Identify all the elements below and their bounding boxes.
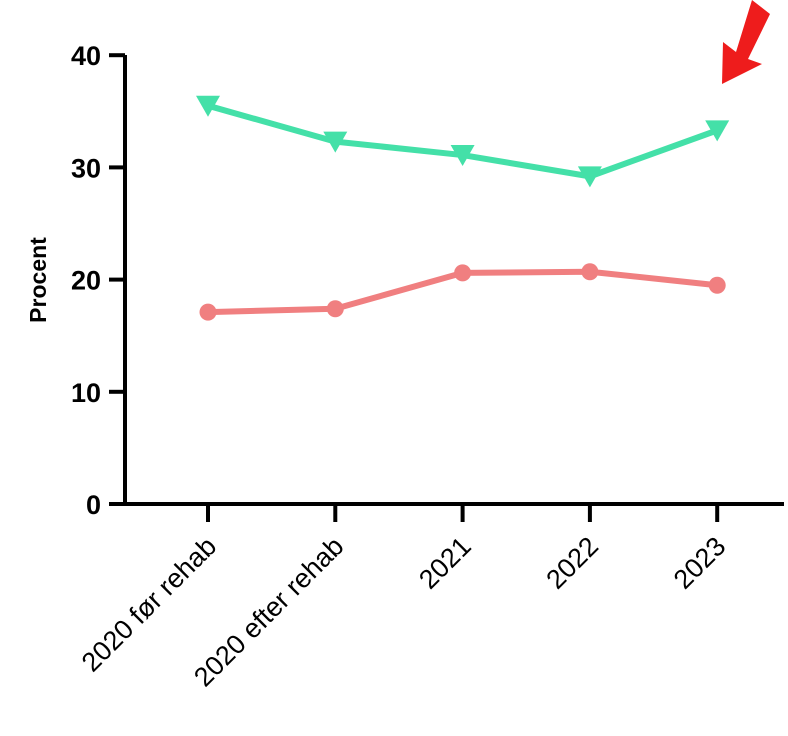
x-tick-label: 2020 før rehab: [76, 531, 222, 677]
x-tick-label: 2022: [540, 531, 604, 595]
red-arrow-icon: [722, 0, 770, 84]
y-axis-title: Procent: [25, 237, 51, 323]
y-tick-label: 40: [71, 41, 101, 71]
data-point: [196, 95, 220, 117]
data-point: [705, 120, 730, 142]
y-tick-label: 20: [71, 266, 101, 296]
data-point: [199, 303, 217, 321]
data-point: [454, 264, 472, 282]
y-tick-label: 10: [71, 378, 101, 408]
y-ticks: 0 10 20 30 40: [71, 41, 125, 520]
series-layer: [196, 95, 730, 321]
data-point: [581, 263, 599, 281]
series-1: [199, 263, 726, 321]
data-point: [708, 276, 726, 294]
y-axis: 0 10 20 30 40 Procent: [25, 41, 127, 520]
y-tick-label: 30: [71, 153, 101, 183]
y-tick-label: 0: [86, 490, 101, 520]
data-point: [450, 145, 475, 167]
series-0: [196, 95, 730, 188]
annotation-arrow: [722, 0, 770, 84]
x-tick-label: 2021: [413, 531, 477, 595]
data-point: [577, 166, 602, 188]
data-point: [323, 131, 348, 153]
data-point: [326, 300, 344, 318]
x-tick-label: 2023: [668, 531, 732, 595]
